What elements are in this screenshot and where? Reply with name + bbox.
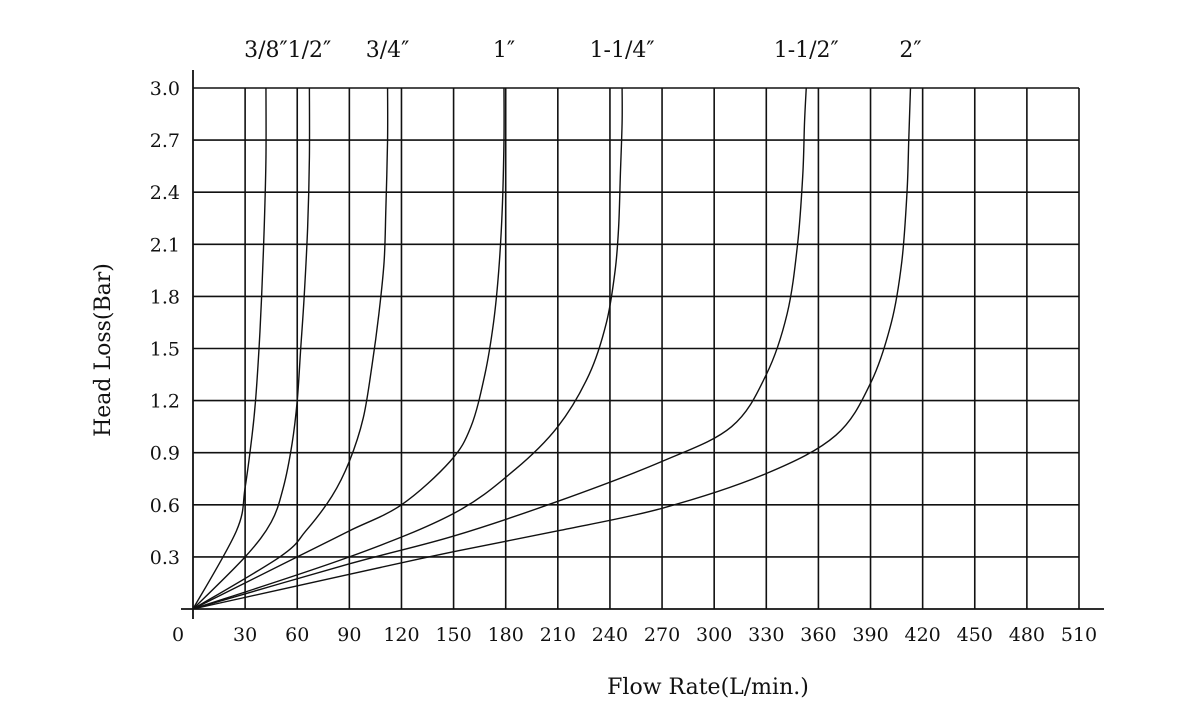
series-label-4: 1-1/4″	[590, 38, 655, 63]
x-tick-label: 270	[644, 624, 680, 646]
y-tick-label: 1.5	[150, 339, 180, 361]
series-label-5: 1-1/2″	[774, 38, 839, 63]
y-tick-label: 1.2	[150, 391, 180, 413]
y-tick-label: 0.3	[150, 547, 180, 569]
series-label-6: 2″	[899, 38, 921, 63]
y-tick-label: 0.6	[150, 495, 180, 517]
x-tick-label: 510	[1061, 624, 1097, 646]
series-label-2: 3/4″	[366, 38, 410, 63]
origin-label: 0	[172, 624, 184, 646]
y-tick-label: 0.9	[150, 443, 180, 465]
grid	[193, 87, 1080, 609]
series-labels: 3/8″ 1/2″ 3/4″ 1″ 1-1/4″ 1-1/2″ 2″	[244, 38, 921, 63]
y-tick-labels: 0.3 0.6 0.9 1.2 1.5 1.8 2.1 2.4 2.7 3.0	[150, 78, 180, 569]
y-tick-label: 3.0	[150, 78, 180, 100]
axes	[181, 70, 1104, 619]
series-label-3: 1″	[493, 38, 515, 63]
x-tick-label: 480	[1009, 624, 1045, 646]
curves	[192, 87, 912, 610]
y-axis-title: Head Loss(Bar)	[91, 263, 116, 437]
x-tick-label: 330	[748, 624, 784, 646]
series-line-6	[192, 87, 912, 610]
x-tick-label: 30	[233, 624, 257, 646]
y-tick-label: 2.1	[150, 234, 180, 256]
x-axis-title: Flow Rate(L/min.)	[607, 675, 809, 700]
y-tick-label: 1.8	[150, 286, 180, 308]
x-tick-label: 390	[852, 624, 888, 646]
series-label-0: 3/8″	[244, 38, 288, 63]
x-tick-label: 300	[696, 624, 732, 646]
series-line-3	[192, 87, 505, 610]
series-line-2	[192, 87, 389, 610]
series-line-5	[192, 87, 807, 610]
x-tick-label: 360	[800, 624, 836, 646]
x-tick-label: 90	[337, 624, 361, 646]
x-tick-labels: 0 30 60 90 120 150 180 210 240 270 300 330 360 390 420…	[172, 624, 1097, 646]
x-tick-label: 60	[285, 624, 309, 646]
x-tick-label: 240	[592, 624, 628, 646]
x-tick-label: 120	[383, 624, 419, 646]
x-tick-label: 180	[488, 624, 524, 646]
x-tick-label: 450	[957, 624, 993, 646]
y-tick-label: 2.7	[150, 130, 180, 152]
series-label-1: 1/2″	[288, 38, 332, 63]
x-tick-label: 210	[540, 624, 576, 646]
series-line-4	[192, 87, 623, 610]
y-tick-label: 2.4	[150, 182, 180, 204]
x-tick-label: 150	[435, 624, 471, 646]
series-line-1	[192, 87, 311, 610]
x-tick-label: 420	[905, 624, 941, 646]
series-line-0	[192, 87, 267, 610]
